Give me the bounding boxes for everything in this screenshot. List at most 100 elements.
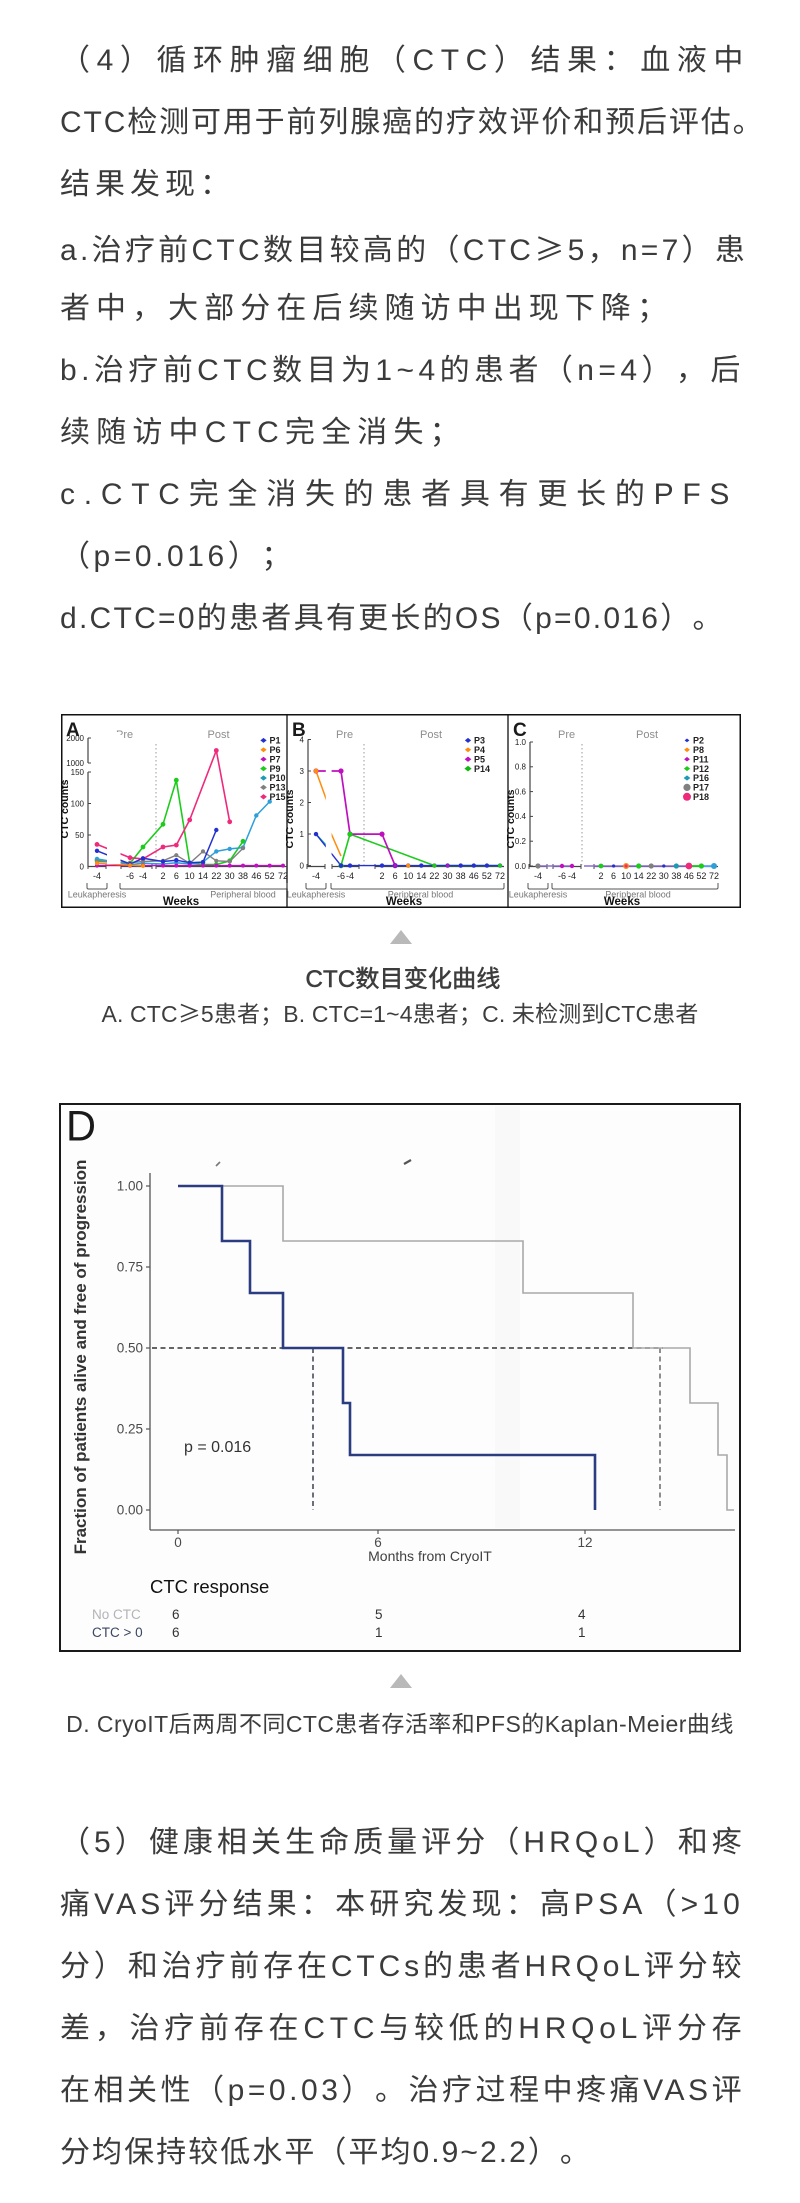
svg-text:1: 1	[375, 1625, 383, 1640]
svg-text:2: 2	[379, 871, 384, 881]
svg-text:P12: P12	[693, 764, 709, 774]
svg-text:D: D	[66, 1104, 96, 1151]
svg-text:Weeks: Weeks	[163, 896, 199, 908]
svg-text:P13: P13	[270, 783, 286, 793]
svg-text:Weeks: Weeks	[386, 896, 422, 908]
svg-text:P7: P7	[270, 754, 281, 764]
svg-text:0.0: 0.0	[515, 862, 527, 871]
svg-text:P2: P2	[693, 736, 704, 746]
svg-text:52: 52	[265, 871, 275, 881]
svg-text:150: 150	[71, 768, 85, 777]
svg-text:52: 52	[482, 871, 492, 881]
svg-text:-4: -4	[568, 871, 576, 881]
svg-text:10: 10	[621, 871, 631, 881]
svg-text:14: 14	[416, 871, 426, 881]
svg-text:1: 1	[300, 830, 305, 839]
svg-text:6: 6	[172, 1607, 180, 1622]
svg-text:Peripheral blood: Peripheral blood	[605, 890, 671, 900]
svg-text:46: 46	[469, 871, 479, 881]
svg-text:Pre: Pre	[558, 729, 575, 741]
svg-text:4: 4	[578, 1607, 586, 1622]
svg-text:22: 22	[211, 871, 221, 881]
svg-text:14: 14	[634, 871, 644, 881]
svg-text:0.00: 0.00	[117, 1503, 143, 1518]
svg-text:4: 4	[300, 735, 305, 744]
svg-text:-4: -4	[346, 871, 354, 881]
svg-text:0.4: 0.4	[515, 812, 527, 821]
svg-text:Post: Post	[636, 729, 658, 741]
svg-text:6: 6	[374, 1535, 382, 1550]
svg-text:72: 72	[495, 871, 505, 881]
svg-text:P16: P16	[693, 773, 709, 783]
svg-text:22: 22	[429, 871, 439, 881]
svg-text:0.75: 0.75	[117, 1260, 143, 1275]
svg-text:-4: -4	[534, 871, 542, 881]
svg-text:P6: P6	[270, 745, 281, 755]
svg-text:38: 38	[238, 871, 248, 881]
svg-text:P11: P11	[693, 754, 709, 764]
svg-text:38: 38	[456, 871, 466, 881]
svg-text:0.25: 0.25	[117, 1422, 143, 1437]
svg-text:2: 2	[598, 871, 603, 881]
svg-text:6: 6	[611, 871, 616, 881]
svg-text:72: 72	[709, 871, 719, 881]
svg-text:52: 52	[696, 871, 706, 881]
svg-text:Leukapheresis: Leukapheresis	[68, 890, 127, 900]
svg-text:-6: -6	[558, 871, 566, 881]
svg-text:30: 30	[225, 871, 235, 881]
svg-text:Fraction of patients alive and: Fraction of patients alive and free of p…	[71, 1160, 90, 1555]
svg-text:0.2: 0.2	[515, 837, 527, 846]
svg-text:6: 6	[393, 871, 398, 881]
svg-text:2: 2	[300, 798, 305, 807]
svg-text:-4: -4	[93, 871, 101, 881]
svg-text:30: 30	[443, 871, 453, 881]
svg-text:P10: P10	[270, 773, 286, 783]
svg-text:6: 6	[172, 1625, 180, 1640]
svg-text:Pre: Pre	[336, 729, 353, 741]
svg-text:0: 0	[174, 1535, 182, 1550]
svg-text:12: 12	[577, 1535, 592, 1550]
svg-text:1: 1	[578, 1625, 586, 1640]
svg-text:0.8: 0.8	[515, 763, 527, 772]
svg-text:Post: Post	[208, 729, 230, 741]
svg-text:No CTC: No CTC	[92, 1607, 141, 1622]
svg-text:-6: -6	[337, 871, 345, 881]
svg-text:CTC > 0: CTC > 0	[92, 1625, 143, 1640]
svg-text:100: 100	[71, 799, 85, 808]
svg-text:Peripheral blood: Peripheral blood	[210, 890, 276, 900]
svg-text:0.6: 0.6	[515, 787, 527, 796]
svg-text:CTC counts: CTC counts	[284, 789, 296, 848]
svg-text:P4: P4	[474, 745, 485, 755]
svg-text:CTC response: CTC response	[150, 1576, 269, 1597]
svg-text:Peripheral blood: Peripheral blood	[388, 890, 454, 900]
svg-text:CTC counts: CTC counts	[61, 779, 71, 838]
svg-text:P15: P15	[270, 792, 286, 802]
svg-text:P14: P14	[474, 764, 490, 774]
svg-text:10: 10	[185, 871, 195, 881]
svg-text:1.0: 1.0	[515, 738, 527, 747]
svg-text:A: A	[66, 720, 80, 741]
svg-text:10: 10	[403, 871, 413, 881]
svg-text:2: 2	[160, 871, 165, 881]
svg-text:1.00: 1.00	[117, 1179, 143, 1194]
svg-text:2000: 2000	[66, 734, 84, 743]
svg-text:P17: P17	[693, 783, 709, 793]
svg-text:72: 72	[278, 871, 288, 881]
svg-text:Post: Post	[420, 729, 442, 741]
svg-text:1000: 1000	[66, 759, 84, 768]
svg-text:46: 46	[684, 871, 694, 881]
svg-text:50: 50	[75, 831, 84, 840]
svg-text:-4: -4	[139, 871, 147, 881]
svg-text:P8: P8	[693, 745, 704, 755]
svg-text:P18: P18	[693, 792, 709, 802]
svg-text:-4: -4	[312, 871, 320, 881]
svg-text:0: 0	[80, 862, 85, 871]
svg-text:3: 3	[300, 767, 305, 776]
svg-text:C: C	[513, 720, 527, 741]
svg-text:Leukapheresis: Leukapheresis	[509, 890, 568, 900]
svg-text:14: 14	[198, 871, 208, 881]
svg-text:38: 38	[671, 871, 681, 881]
svg-text:30: 30	[659, 871, 669, 881]
svg-text:Months from CryoIT: Months from CryoIT	[368, 1548, 492, 1564]
svg-text:22: 22	[646, 871, 656, 881]
